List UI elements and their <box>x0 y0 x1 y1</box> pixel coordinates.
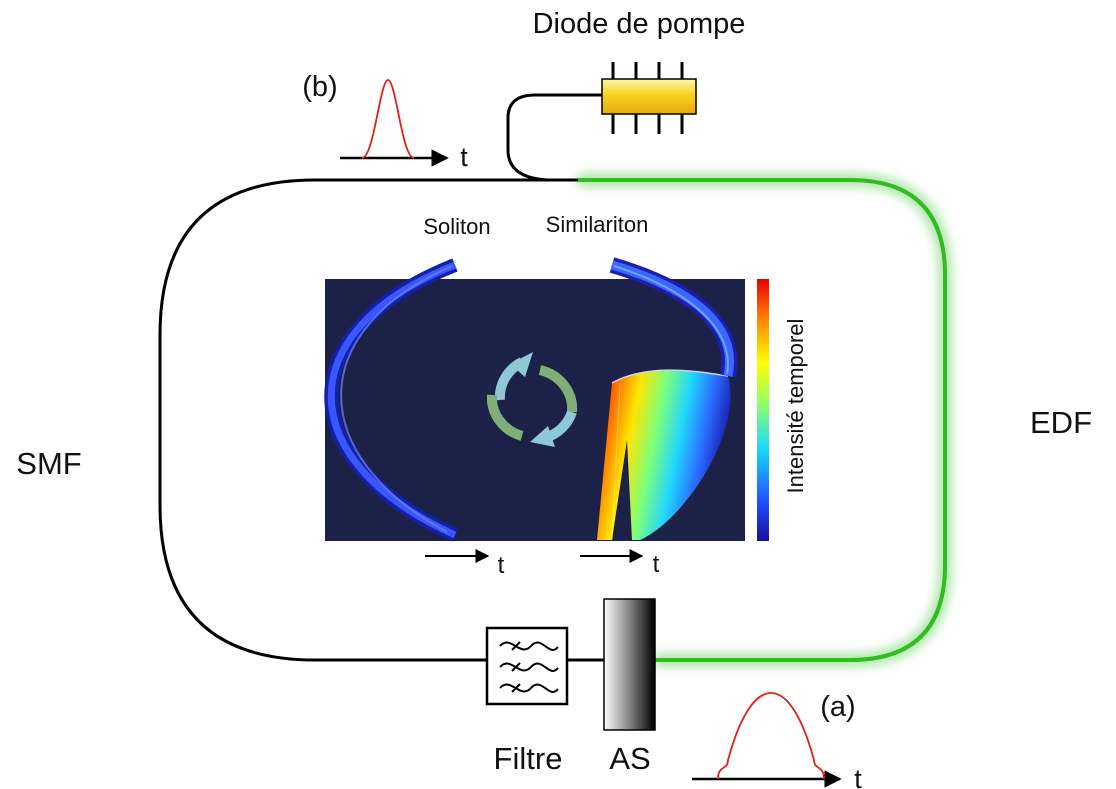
smf-label: SMF <box>16 446 81 481</box>
pump-diode-label: Diode de pompe <box>533 8 746 40</box>
pump-diode <box>601 62 697 134</box>
similariton-evolution <box>597 257 738 541</box>
pulse-b-label: (b) <box>302 71 337 103</box>
pump-coupling-fiber <box>506 93 602 182</box>
pulse-a <box>692 692 842 788</box>
cycle-arrows-icon <box>486 352 578 447</box>
soliton-evolution <box>324 258 458 542</box>
colorbar-label: Intensité temporel <box>783 319 808 494</box>
pulse-b <box>340 79 449 167</box>
pulse-b-time-label: t <box>460 142 468 172</box>
edf-label: EDF <box>1030 405 1092 440</box>
edf-fiber <box>578 178 947 662</box>
similariton-label: Similariton <box>546 212 649 237</box>
soliton-time-label: t <box>498 552 505 579</box>
saturable-absorber-label: AS <box>609 741 650 776</box>
intensity-colorbar <box>757 279 769 541</box>
pulse-a-label: (a) <box>820 691 855 723</box>
saturable-absorber <box>603 598 656 731</box>
filter-label: Filtre <box>494 741 563 776</box>
similariton-time-label: t <box>653 551 660 578</box>
filter-icon <box>485 626 569 706</box>
smf-fiber <box>158 178 578 662</box>
pulse-a-time-label: t <box>854 764 862 789</box>
soliton-label: Soliton <box>423 214 490 239</box>
